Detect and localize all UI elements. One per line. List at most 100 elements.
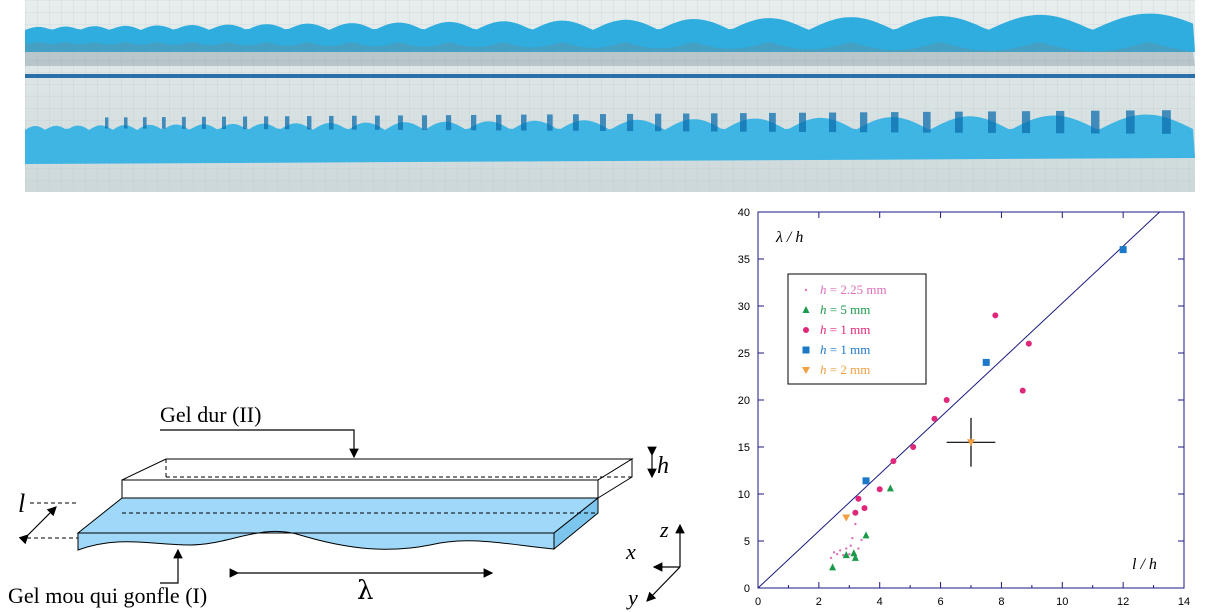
gel-dark-spot [769, 112, 776, 132]
x-axis-label: x [625, 539, 636, 564]
x-tick-label: 8 [998, 596, 1004, 608]
data-points [829, 246, 1127, 571]
data-point-series-1 [845, 547, 848, 550]
data-point-series-2 [829, 563, 837, 571]
gel-dark-spot [1126, 110, 1135, 134]
gel-dark-spot [1091, 110, 1100, 134]
data-point-series-1 [838, 549, 842, 552]
axis-ticks [757, 211, 1185, 589]
l-arrow [18, 506, 57, 545]
gel-dark-spot [105, 117, 109, 129]
gel-dark-spot [352, 115, 357, 130]
data-point-series-1 [848, 552, 851, 556]
hard-gel-front-face [121, 479, 599, 499]
data-point-series-3 [943, 397, 950, 403]
gel-dark-spot [1162, 110, 1171, 134]
data-point-series-1 [851, 536, 854, 540]
soft-gel-right-face [553, 496, 599, 551]
data-point-series-3 [931, 415, 938, 422]
data-point-series-3 [992, 312, 999, 319]
y-tick-label: 25 [738, 348, 750, 360]
y-tick-label: 35 [738, 254, 750, 266]
soft-gel-label: Gel mou qui gonfle (I) [8, 583, 207, 608]
gel-dark-spot [375, 115, 380, 130]
legend-entry-3: h = 1 mm [820, 322, 870, 337]
data-point-series-3 [855, 495, 862, 502]
x-axis-title: l / h [1132, 556, 1157, 573]
data-point-series-3 [852, 509, 859, 516]
gel-dark-spot [1056, 110, 1065, 134]
y-tick-label: 5 [744, 536, 750, 548]
x-tick-label: 10 [1056, 596, 1068, 608]
data-point-series-2 [886, 484, 894, 492]
gel-dark-spot [264, 116, 269, 130]
legend: h = 2.25 mm h = 5 mm h = 1 mm h = 1 mm h = 2… [802, 282, 887, 377]
gel-dark-spot [243, 116, 248, 130]
gel-dark-spot [446, 115, 452, 131]
legend-marker-3 [803, 327, 809, 333]
plot-frame [757, 211, 1185, 589]
l-label: l [18, 489, 25, 518]
y-tick-label: 20 [738, 395, 750, 407]
legend-entry-5: h = 2 mm [820, 362, 870, 377]
z-axis-label: z [659, 517, 669, 542]
legend-marker-5 [802, 367, 810, 374]
lower-gel-strip [25, 114, 1195, 164]
y-tick-label: 30 [738, 301, 750, 313]
axis-tick-labels: 0 2 4 6 8 10 12 14 0 5 10 15 20 25 30 35 40 [738, 207, 1190, 608]
lower-gel-dark-spots [105, 110, 1171, 134]
legend-marker-2 [802, 306, 810, 313]
data-point-series-4 [1119, 246, 1127, 254]
y-axis-label: y [626, 585, 638, 610]
data-point-series-3 [861, 505, 868, 512]
upper-gel-strip [25, 13, 1195, 53]
gel-dark-spot [829, 112, 837, 133]
data-point-series-3 [890, 458, 897, 465]
soft-gel-layer [76, 497, 600, 534]
gel-dark-spot [329, 115, 334, 130]
gel-dark-spot [711, 113, 718, 132]
upper-gel-shadow [25, 42, 1195, 66]
gel-dark-spot [1022, 111, 1031, 134]
experiment-photo [25, 0, 1195, 192]
soft-gel-front-face [77, 530, 555, 551]
fit-line [757, 211, 1160, 589]
gel-dark-spot [471, 114, 477, 131]
gel-dark-spot [124, 117, 128, 129]
gel-dark-spot [422, 115, 428, 131]
x-tick-label: 14 [1178, 596, 1190, 608]
photo-separator-line [25, 74, 1195, 78]
y-tick-label: 10 [738, 489, 750, 501]
data-point-series-1 [854, 522, 857, 526]
y-tick-label: 40 [738, 207, 750, 219]
data-point-series-2 [862, 531, 870, 539]
data-point-series-3 [1025, 340, 1032, 347]
data-point-series-1 [835, 552, 839, 556]
gel-dark-spot [573, 114, 579, 131]
gel-dark-spot [182, 116, 186, 129]
gel-dark-spot [988, 111, 996, 133]
data-point-series-1 [849, 544, 853, 547]
legend-entry-4: h = 1 mm [820, 342, 870, 357]
data-point-series-1 [832, 551, 836, 554]
y-tick-label: 15 [738, 442, 750, 454]
bilayer-diagram: l h Gel dur (II) Gel mou qui gonfle (I) … [8, 402, 685, 610]
gel-dark-spot [398, 115, 403, 130]
gel-dark-spot [600, 114, 606, 131]
legend-entry-1: h = 2.25 mm [820, 282, 887, 297]
h-label: h [657, 453, 669, 479]
gel-dark-spot [496, 114, 502, 131]
data-point-series-3 [910, 444, 917, 450]
x-tick-label: 0 [755, 596, 761, 608]
gel-dark-spot [285, 116, 290, 130]
data-point-series-5 [842, 514, 851, 522]
gel-dark-spot [202, 116, 206, 129]
gel-dark-spot [547, 114, 553, 131]
data-point-series-3 [876, 486, 883, 493]
x-tick-label: 12 [1117, 596, 1129, 608]
data-point-series-3 [1019, 387, 1026, 394]
gel-dark-spot [683, 113, 690, 132]
data-point-series-1 [829, 556, 833, 560]
x-tick-label: 4 [877, 596, 883, 608]
